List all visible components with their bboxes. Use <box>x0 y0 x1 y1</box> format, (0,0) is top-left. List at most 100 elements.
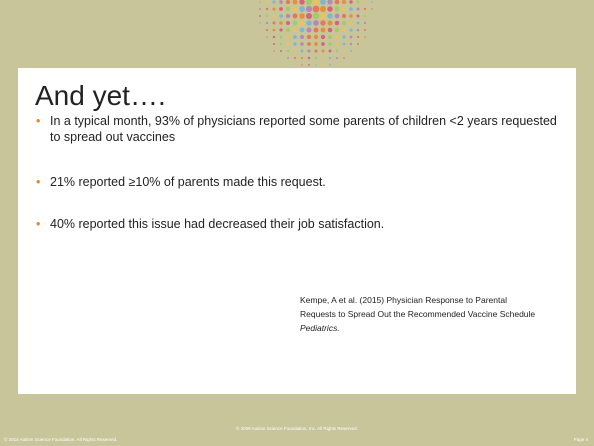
dot <box>280 43 282 45</box>
dot <box>279 7 283 11</box>
dot <box>322 57 324 59</box>
dot <box>313 6 320 13</box>
dot <box>266 36 268 38</box>
dot <box>350 50 352 52</box>
dot <box>328 42 331 45</box>
dot <box>350 36 353 39</box>
dot <box>364 1 366 3</box>
dot <box>343 50 345 52</box>
dot <box>321 49 324 52</box>
dot <box>327 13 332 18</box>
dot <box>266 29 268 31</box>
dot <box>371 8 373 10</box>
dot <box>287 57 289 59</box>
dot <box>357 36 359 38</box>
dot <box>342 28 346 32</box>
dot <box>272 0 275 3</box>
dot <box>259 8 261 10</box>
dot <box>280 36 283 39</box>
dot <box>279 28 282 31</box>
dot <box>328 35 332 39</box>
dot <box>335 35 339 39</box>
footer-center: © 2009 Autism Science Foundation, Inc. A… <box>0 426 594 431</box>
dot <box>364 15 366 17</box>
dot <box>336 57 338 59</box>
dot <box>357 43 359 45</box>
dot <box>343 57 345 59</box>
bullet: •40% reported this issue had decreased t… <box>36 216 561 232</box>
dot <box>313 27 318 32</box>
bullet-text: In a typical month, 93% of physicians re… <box>50 113 561 145</box>
dot <box>307 35 311 39</box>
dot <box>266 1 268 3</box>
dot <box>286 14 290 18</box>
dot <box>292 6 297 11</box>
dot <box>294 57 296 59</box>
dot <box>328 28 333 33</box>
footer-left: © 2014 Autism Science Foundation. All Ri… <box>4 437 117 442</box>
dot <box>266 22 268 24</box>
dot <box>293 42 296 45</box>
dot <box>335 42 338 45</box>
bullet-text: 40% reported this issue had decreased th… <box>50 216 561 232</box>
dot <box>320 13 326 19</box>
dot <box>335 0 340 4</box>
dot <box>349 21 352 24</box>
dot <box>272 14 275 17</box>
dot <box>349 7 353 11</box>
dot <box>343 43 346 46</box>
dot <box>364 29 366 31</box>
footer-right: Page 4 <box>574 437 588 442</box>
dot <box>327 20 332 25</box>
dot <box>371 1 373 3</box>
dot <box>342 14 346 18</box>
dot <box>280 50 282 52</box>
bullet: •In a typical month, 93% of physicians r… <box>36 113 561 145</box>
dot <box>287 50 289 52</box>
dot <box>286 7 290 11</box>
dot <box>287 43 290 46</box>
dot <box>357 8 360 11</box>
dot <box>357 1 360 4</box>
dot <box>314 42 318 46</box>
dot <box>279 14 283 18</box>
dot <box>322 64 324 66</box>
dot <box>342 7 346 11</box>
dot <box>272 7 275 10</box>
dot <box>336 50 339 53</box>
dot <box>300 28 305 33</box>
dot <box>273 50 275 52</box>
dot <box>259 15 261 17</box>
dot <box>349 0 352 3</box>
dot <box>314 35 318 39</box>
dot <box>266 8 268 10</box>
dot <box>349 28 352 31</box>
dot <box>315 57 317 59</box>
dot <box>273 22 276 25</box>
bullet: •21% reported ≥10% of parents made this … <box>36 174 561 190</box>
dot <box>293 21 298 26</box>
dot <box>294 50 297 53</box>
dot <box>299 6 305 12</box>
dot <box>313 20 319 26</box>
dot <box>308 64 310 66</box>
dot <box>335 21 340 26</box>
dot <box>279 0 283 4</box>
dot <box>306 20 312 26</box>
dot <box>320 0 326 5</box>
dot <box>315 64 317 66</box>
dot <box>307 49 310 52</box>
dot <box>313 0 319 5</box>
citation-line: Requests to Spread Out the Recommended V… <box>300 307 535 321</box>
dot <box>364 8 366 10</box>
dot <box>314 49 317 52</box>
dot <box>342 35 345 38</box>
dot <box>301 50 304 53</box>
dot <box>307 42 311 46</box>
dot <box>357 22 360 25</box>
dot <box>320 6 326 12</box>
dot <box>327 0 332 5</box>
dot <box>299 13 305 19</box>
dot <box>286 0 290 4</box>
dot <box>293 0 298 4</box>
